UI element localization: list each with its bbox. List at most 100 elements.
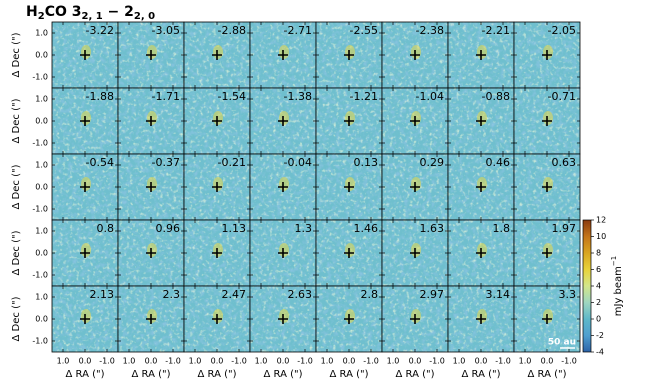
emission <box>345 243 355 257</box>
x-tick-label: -1.0 <box>429 357 445 366</box>
center-cross <box>80 50 90 60</box>
emission <box>81 309 91 323</box>
colorbar-tick-label: 0 <box>596 315 601 324</box>
x-axis-label: Δ RA (") <box>396 369 435 380</box>
colorbar-label-unit: mJy beam <box>613 266 624 316</box>
center-cross <box>146 314 156 324</box>
colorbar-tick-label: -4 <box>596 348 604 357</box>
channel-velocity: 1.13 <box>222 222 247 235</box>
emission <box>213 111 223 125</box>
x-axis-label: Δ RA (") <box>264 369 303 380</box>
center-cross <box>278 314 288 324</box>
channel-velocity: 3.3 <box>559 288 577 301</box>
channel-velocity: -2.38 <box>416 24 444 37</box>
y-tick-label: 0.0 <box>35 249 48 258</box>
center-cross <box>542 182 552 192</box>
emission <box>81 243 91 257</box>
emission <box>213 177 223 191</box>
center-cross <box>344 182 354 192</box>
center-cross <box>146 182 156 192</box>
channel-velocity: -0.88 <box>482 90 510 103</box>
x-tick-label: 0.0 <box>211 357 224 366</box>
channel-velocity: 1.46 <box>354 222 379 235</box>
y-tick-label: 1.0 <box>35 29 48 38</box>
emission <box>477 243 487 257</box>
channel-velocity: 0.13 <box>354 156 379 169</box>
center-cross <box>344 248 354 258</box>
center-cross <box>476 50 486 60</box>
title-part: 2 <box>38 11 45 22</box>
center-cross <box>146 248 156 258</box>
channel-velocity: -2.88 <box>218 24 246 37</box>
channel-velocity: -0.37 <box>152 156 180 169</box>
x-tick-label: 1.0 <box>189 357 202 366</box>
y-axis-label: Δ Dec (") <box>11 32 22 77</box>
channel-velocity: 0.29 <box>420 156 445 169</box>
emission <box>345 45 355 59</box>
center-cross <box>344 116 354 126</box>
channel-velocity: 0.8 <box>97 222 115 235</box>
emission <box>411 111 421 125</box>
center-cross <box>80 116 90 126</box>
center-cross <box>344 314 354 324</box>
emission <box>543 177 553 191</box>
x-tick-label: -1.0 <box>297 357 313 366</box>
channel-velocity: 1.63 <box>420 222 445 235</box>
channel-velocity: 2.63 <box>288 288 313 301</box>
emission <box>411 309 421 323</box>
channel-velocity: 0.63 <box>552 156 577 169</box>
emission <box>81 45 91 59</box>
center-cross <box>410 50 420 60</box>
center-cross <box>212 314 222 324</box>
emission <box>81 177 91 191</box>
center-cross <box>410 182 420 192</box>
emission <box>411 243 421 257</box>
chart-title: H2CO 32, 1 − 22, 0 <box>26 4 155 22</box>
center-cross <box>410 314 420 324</box>
emission <box>543 243 553 257</box>
y-axis-label: Δ Dec (") <box>11 296 22 341</box>
center-cross <box>278 182 288 192</box>
emission <box>279 243 289 257</box>
emission <box>147 45 157 59</box>
x-tick-label: 1.0 <box>453 357 466 366</box>
emission <box>147 309 157 323</box>
center-cross <box>476 116 486 126</box>
y-tick-label: 0.0 <box>35 315 48 324</box>
x-tick-label: 1.0 <box>321 357 334 366</box>
title-part: CO 3 <box>45 4 82 20</box>
center-cross <box>146 50 156 60</box>
colorbar-label: mJy beam−1 <box>610 256 624 316</box>
channel-velocity: -0.54 <box>86 156 114 169</box>
channel-velocity: -3.05 <box>152 24 180 37</box>
emission <box>81 111 91 125</box>
center-cross <box>542 248 552 258</box>
emission <box>477 45 487 59</box>
emission <box>543 111 553 125</box>
x-tick-label: -1.0 <box>99 357 115 366</box>
channel-velocity: 2.97 <box>420 288 445 301</box>
x-tick-label: -1.0 <box>561 357 577 366</box>
colorbar-tick-label: 10 <box>596 232 606 241</box>
y-tick-label: 0.0 <box>35 183 48 192</box>
y-tick-label: 1.0 <box>35 227 48 236</box>
emission <box>147 177 157 191</box>
emission <box>411 177 421 191</box>
emission <box>213 309 223 323</box>
channel-velocity: 3.14 <box>486 288 511 301</box>
center-cross <box>410 248 420 258</box>
colorbar-tick-label: 6 <box>596 265 601 274</box>
x-tick-label: 1.0 <box>255 357 268 366</box>
emission <box>477 177 487 191</box>
emission <box>345 111 355 125</box>
emission <box>543 309 553 323</box>
x-tick-label: 0.0 <box>79 357 92 366</box>
channel-velocity: 1.8 <box>493 222 511 235</box>
x-axis-label: Δ RA (") <box>462 369 501 380</box>
emission <box>279 309 289 323</box>
title-part: − 2 <box>103 4 134 20</box>
x-tick-label: 0.0 <box>343 357 356 366</box>
scale-bar-label: 50 au <box>548 338 576 348</box>
channel-velocity: -2.55 <box>350 24 378 37</box>
center-cross <box>476 314 486 324</box>
